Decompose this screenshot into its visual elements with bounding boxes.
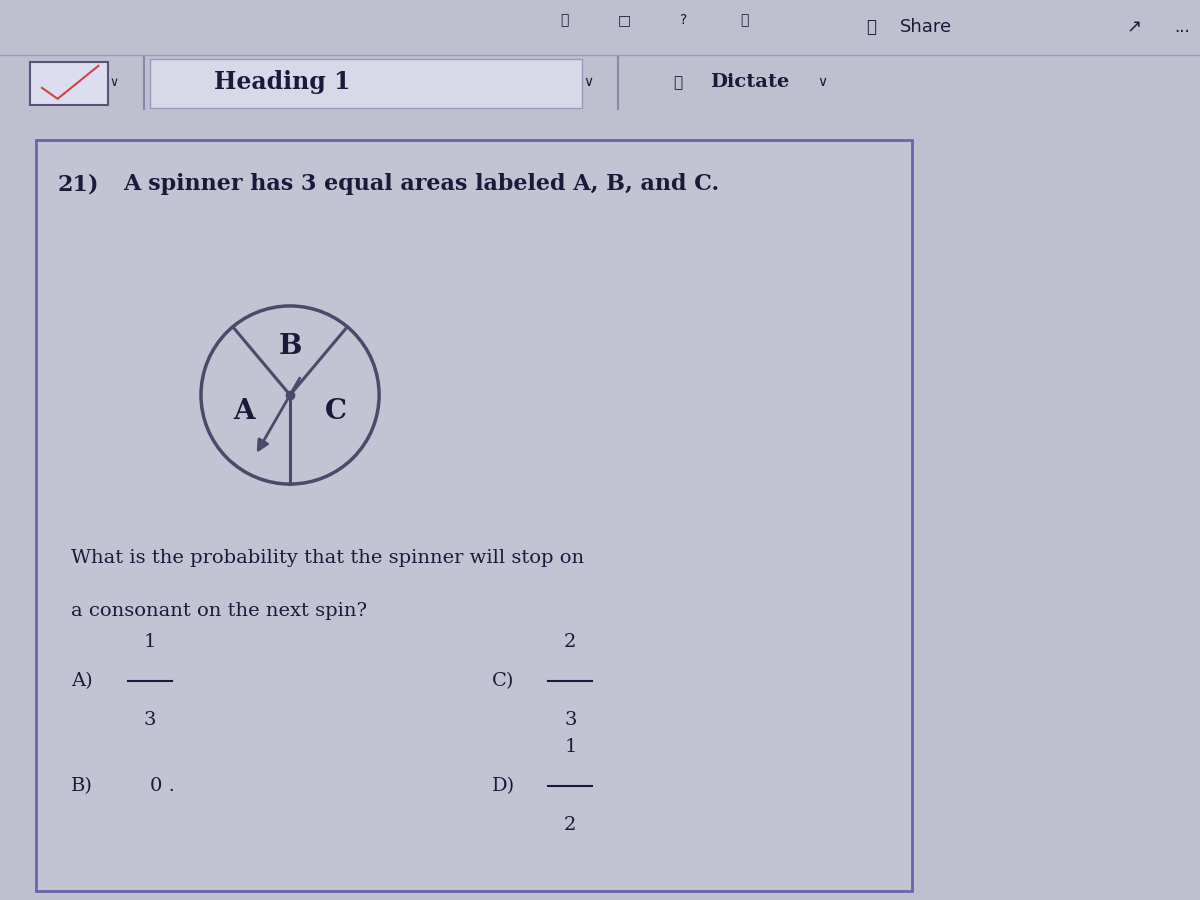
FancyBboxPatch shape bbox=[36, 140, 912, 891]
Text: 🎤: 🎤 bbox=[673, 75, 683, 90]
FancyBboxPatch shape bbox=[30, 62, 108, 105]
Text: ∨: ∨ bbox=[817, 76, 827, 89]
Text: 0 .: 0 . bbox=[150, 777, 175, 795]
Text: A: A bbox=[233, 399, 254, 426]
Text: Dictate: Dictate bbox=[710, 73, 790, 91]
Text: ↗: ↗ bbox=[1127, 19, 1141, 37]
Text: □: □ bbox=[618, 13, 630, 27]
Text: Heading 1: Heading 1 bbox=[214, 70, 350, 94]
Text: A spinner has 3 equal areas labeled A, B, and C.: A spinner has 3 equal areas labeled A, B… bbox=[124, 174, 720, 195]
Text: What is the probability that the spinner will stop on: What is the probability that the spinner… bbox=[71, 549, 584, 567]
Text: B): B) bbox=[71, 777, 92, 795]
Text: ⎋: ⎋ bbox=[866, 19, 876, 37]
Circle shape bbox=[200, 306, 379, 484]
Text: C): C) bbox=[492, 671, 514, 689]
FancyBboxPatch shape bbox=[150, 58, 582, 108]
Text: 21): 21) bbox=[58, 174, 100, 195]
Text: 1: 1 bbox=[564, 738, 576, 756]
Text: 3: 3 bbox=[564, 711, 577, 729]
Text: a consonant on the next spin?: a consonant on the next spin? bbox=[71, 602, 367, 620]
Text: B: B bbox=[278, 332, 301, 359]
Text: ?: ? bbox=[680, 13, 688, 27]
Text: 🔔: 🔔 bbox=[740, 13, 748, 27]
Text: Share: Share bbox=[900, 19, 952, 37]
Text: 3: 3 bbox=[144, 711, 156, 729]
Text: ∨: ∨ bbox=[109, 76, 119, 89]
Text: 2: 2 bbox=[564, 815, 576, 833]
Text: A): A) bbox=[71, 671, 92, 689]
Text: 1: 1 bbox=[144, 633, 156, 651]
Text: C: C bbox=[325, 399, 347, 426]
Text: 🔔: 🔔 bbox=[560, 13, 568, 27]
Text: ∨: ∨ bbox=[583, 76, 593, 89]
Text: D): D) bbox=[492, 777, 515, 795]
Text: 2: 2 bbox=[564, 633, 576, 651]
Text: ...: ... bbox=[1174, 19, 1190, 37]
